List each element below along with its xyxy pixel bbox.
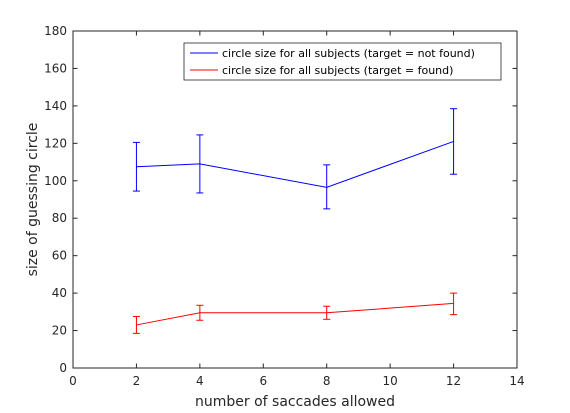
series-line-1: [136, 302, 454, 326]
x-tick-label: 0: [69, 374, 77, 388]
y-tick-label: 120: [44, 136, 67, 150]
error-bar: [132, 141, 140, 192]
x-tick-label: 10: [383, 374, 398, 388]
series-line-0: [136, 140, 454, 188]
series-layer: [132, 108, 458, 334]
plot-area: [72, 30, 518, 369]
x-tick-label: 4: [196, 374, 204, 388]
y-tick-label: 20: [52, 324, 67, 338]
y-tick-label: 180: [44, 24, 67, 38]
error-bar: [450, 108, 458, 175]
x-tick-label: 8: [323, 374, 331, 388]
x-tick-label: 2: [133, 374, 141, 388]
y-axis-title: size of guessing circle: [25, 123, 41, 277]
error-bar: [196, 134, 204, 194]
error-bar: [132, 316, 140, 334]
x-tick-label: 14: [509, 374, 524, 388]
error-bar: [323, 305, 331, 320]
y-tick-label: 40: [52, 286, 67, 300]
error-bar: [196, 304, 204, 321]
error-bar: [323, 164, 331, 210]
y-tick-label: 160: [44, 61, 67, 75]
y-tick-label: 140: [44, 99, 67, 113]
x-tick-label: 12: [446, 374, 461, 388]
error-bar: [450, 292, 458, 316]
y-tick-label: 0: [59, 361, 67, 375]
legend-label-not-found: circle size for all subjects (target = n…: [222, 47, 475, 60]
y-tick-label: 80: [52, 211, 67, 225]
x-tick-label: 6: [259, 374, 267, 388]
legend-label-found: circle size for all subjects (target = f…: [222, 64, 453, 77]
y-tick-label: 100: [44, 174, 67, 188]
x-axis-title: number of saccades allowed: [195, 394, 395, 410]
legend: circle size for all subjects (target = n…: [183, 42, 502, 81]
legend-box: [183, 42, 502, 81]
y-tick-label: 60: [52, 249, 67, 263]
